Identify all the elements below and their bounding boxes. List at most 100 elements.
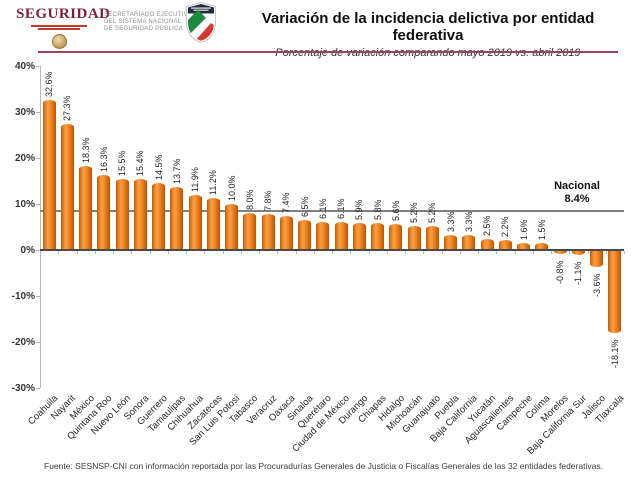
category-boundary-tick: [496, 251, 498, 254]
bar-value-text: 10.0%: [226, 175, 237, 201]
shield-emblem-icon: [186, 2, 216, 43]
bar-value-text: 5.8%: [372, 199, 383, 221]
category-boundary-tick: [624, 251, 625, 254]
bar-baja-california: [462, 234, 476, 250]
page-subtitle: Porcentaje de variación comparando mayo …: [275, 47, 581, 59]
category-boundary-tick: [605, 251, 607, 254]
secretariado-text: SECRETARIADO EJECUTIVO DEL SISTEMA NACIO…: [104, 12, 193, 33]
bar-value-text: 5.2%: [409, 202, 420, 224]
bar-value-text: 16.3%: [98, 146, 109, 173]
bar-value-text: 7.4%: [281, 192, 292, 213]
bar-value-text: -1.1%: [573, 261, 584, 286]
category-boundary-tick: [277, 251, 279, 254]
category-boundary-tick: [149, 251, 151, 254]
category-boundary-tick: [240, 251, 242, 254]
bar-campeche: [517, 242, 531, 250]
bar-chihuahua: [188, 195, 202, 250]
y-axis-tick: [36, 112, 40, 113]
bar-value-text: 2.5%: [482, 214, 493, 236]
category-boundary-tick: [295, 251, 297, 254]
y-axis-tick-label: 30%: [14, 107, 35, 118]
seguridad-logo-subtext-line: [31, 25, 87, 27]
category-boundary-tick: [441, 251, 443, 254]
bar-value-text: 11.2%: [208, 170, 219, 196]
category-boundary-tick: [204, 251, 206, 254]
bar-value-text: 1.5%: [536, 219, 547, 241]
bar-hidalgo: [389, 224, 403, 250]
y-axis-tick: [36, 66, 40, 67]
bar-yucatán: [480, 238, 494, 250]
bar-tlaxcala: [608, 250, 622, 334]
bar-value-text: 8.0%: [244, 189, 255, 211]
category-boundary-tick: [58, 251, 60, 254]
bar-veracruz: [261, 214, 275, 250]
bar-value-text: 32.6%: [44, 71, 55, 98]
bar-san-luis-potosí: [225, 204, 239, 250]
y-axis-line: [40, 66, 41, 388]
y-axis-tick-label: 40%: [14, 61, 35, 72]
category-boundary-tick: [405, 251, 406, 254]
national-average-line: [40, 210, 624, 213]
category-boundary-tick: [131, 251, 133, 254]
category-boundary-tick: [551, 251, 552, 254]
category-boundary-tick: [569, 251, 571, 254]
bar-morelos: [553, 250, 567, 254]
bar-value-text: 11.9%: [190, 167, 201, 193]
bar-value-text: 2.2%: [500, 216, 511, 237]
bar-jalisco: [590, 250, 604, 267]
category-boundary-tick: [259, 251, 260, 254]
category-boundary-tick: [94, 251, 96, 254]
y-axis-tick: [36, 388, 40, 389]
y-axis-tick-label: -10%: [11, 291, 35, 302]
bar-tabasco: [243, 213, 257, 250]
bar-value-text: 7.8%: [263, 190, 274, 212]
bar-value-text: 15.5%: [117, 150, 128, 176]
bar-value-text: 15.4%: [135, 150, 146, 177]
bar-nayarit: [60, 124, 74, 250]
category-boundary-tick: [40, 251, 41, 254]
bar-baja-california-sur: [571, 250, 585, 256]
y-axis-tick: [36, 342, 40, 343]
y-axis-tick: [36, 158, 40, 159]
bar-chiapas: [371, 223, 385, 250]
bar-ciudad-de-méxico: [334, 221, 348, 250]
page-title: Variación de la incidencia delictiva por…: [261, 10, 595, 44]
seguridad-logo: SEGURIDAD: [16, 6, 111, 49]
category-boundary-tick: [368, 251, 370, 254]
category-boundary-tick: [350, 251, 352, 254]
category-boundary-tick: [459, 251, 461, 254]
bar-oaxaca: [279, 215, 293, 250]
secretariado-line: DE SEGURIDAD PÚBLICA: [104, 26, 184, 32]
source-note: Fuente: SESNSP-CNI con información repor…: [44, 461, 603, 471]
x-axis-baseline: [40, 249, 624, 251]
bar-value-text: 13.7%: [171, 158, 182, 184]
y-axis-tick-label: 0%: [20, 245, 35, 256]
secretariado-line: SECRETARIADO EJECUTIVO: [104, 12, 193, 18]
bar-value-text: 3.3%: [463, 211, 474, 232]
bar-sonora: [133, 179, 147, 250]
category-boundary-tick: [332, 251, 333, 254]
bar-coahuila: [42, 100, 56, 250]
category-boundary-tick: [478, 251, 479, 254]
secretariado-line: DEL SISTEMA NACIONAL: [104, 19, 182, 25]
chart-header: Variación de la incidencia delictiva por…: [232, 10, 624, 59]
bar-value-text: 5.6%: [390, 200, 401, 222]
bar-value-text: 6.5%: [299, 196, 310, 218]
bar-value-text: 27.3%: [62, 95, 73, 122]
bar-value-text: 14.5%: [153, 154, 164, 181]
seguridad-logo-text: SEGURIDAD: [16, 6, 111, 22]
bar-value-text: -0.8%: [555, 260, 566, 284]
category-boundary-tick: [113, 251, 114, 254]
bar-nuevo-león: [115, 178, 129, 250]
category-boundary-tick: [514, 251, 516, 254]
bar-value-text: 1.6%: [518, 219, 529, 240]
y-axis-tick-label: -20%: [11, 337, 35, 348]
category-boundary-tick: [423, 251, 425, 254]
bar-value-text: 3.3%: [445, 211, 456, 232]
bar-aguascalientes: [498, 239, 512, 250]
bar-value-text: -3.6%: [591, 273, 602, 297]
bar-value-text: 18.3%: [80, 137, 91, 163]
seguridad-logo-subtext-line: [38, 28, 80, 30]
national-average-title: Nacional: [554, 180, 600, 192]
bar-michoacán: [407, 226, 421, 250]
